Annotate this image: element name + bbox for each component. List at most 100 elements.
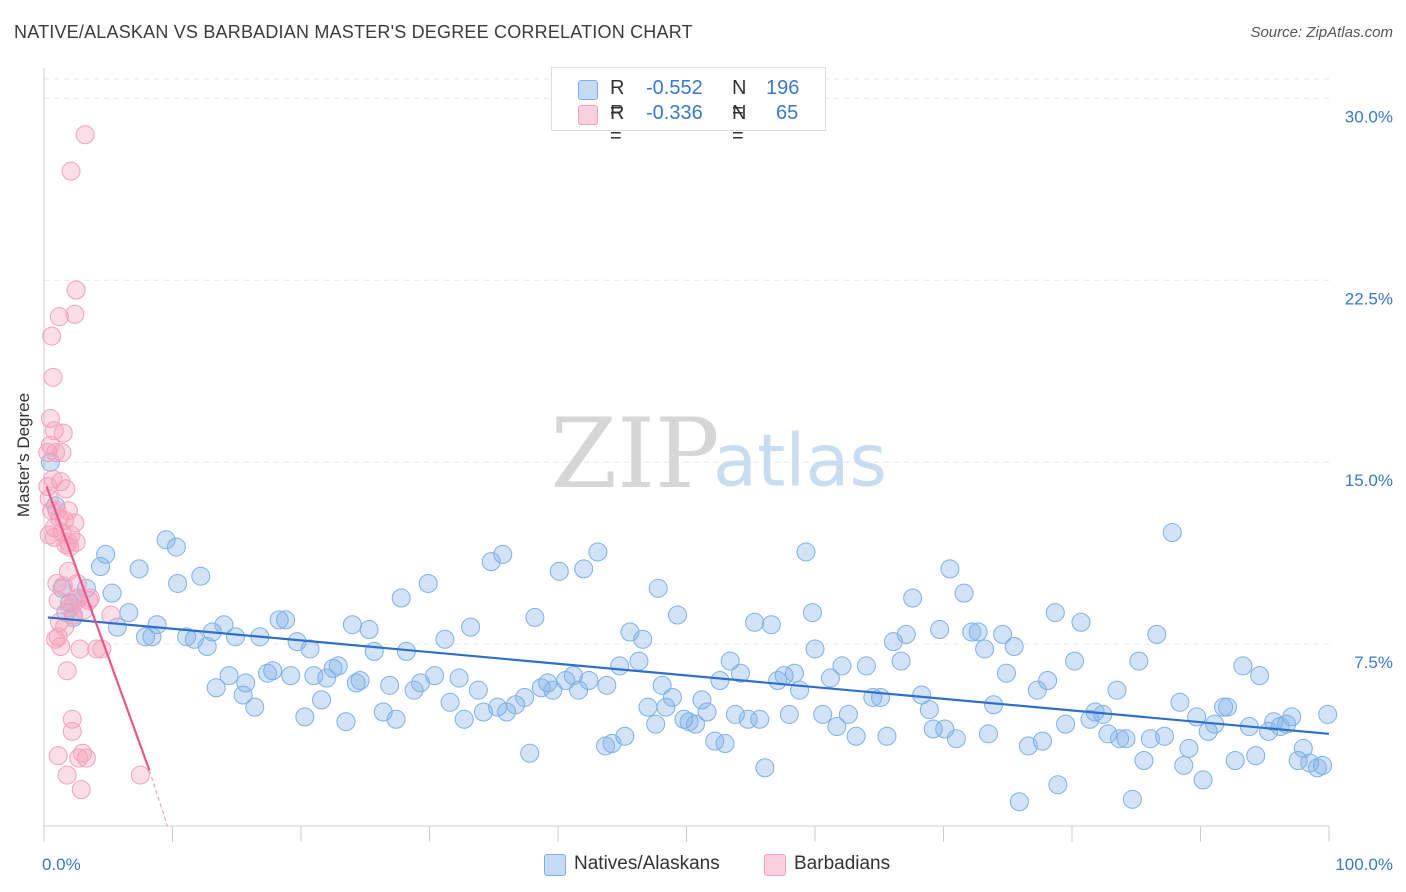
- data-point-natives: [779, 704, 799, 724]
- data-point-natives: [745, 612, 765, 632]
- data-point-natives: [954, 583, 974, 603]
- data-point-natives: [750, 709, 770, 729]
- data-point-natives: [996, 663, 1016, 683]
- data-point-natives: [1065, 651, 1085, 671]
- data-point-natives: [1009, 792, 1029, 812]
- data-point-natives: [236, 673, 256, 693]
- data-point-natives: [1027, 680, 1047, 700]
- data-point-natives: [1147, 624, 1167, 644]
- data-point-barbadians: [38, 443, 58, 462]
- data-point-natives: [1318, 704, 1338, 724]
- data-point-barbadians: [65, 304, 85, 324]
- data-point-natives: [1122, 789, 1142, 809]
- data-point-natives: [168, 573, 188, 593]
- data-point-natives: [1250, 666, 1270, 686]
- bottom-legend-label-barbadians: Barbadians: [794, 853, 891, 874]
- data-point-natives: [652, 675, 672, 695]
- data-point-natives: [1107, 680, 1127, 700]
- data-point-barbadians: [74, 600, 94, 620]
- legend-r-label: R =: [610, 102, 625, 147]
- trendline-natives: [47, 616, 1330, 735]
- data-point-natives: [978, 724, 998, 744]
- data-point-natives: [629, 651, 649, 671]
- data-point-natives: [1217, 697, 1237, 717]
- data-point-natives: [656, 697, 676, 717]
- data-point-natives: [312, 690, 332, 710]
- series-natives-points: [40, 452, 1338, 812]
- data-point-natives: [493, 544, 513, 564]
- data-point-barbadians: [57, 661, 77, 681]
- data-point-barbadians: [56, 479, 76, 499]
- data-point-natives: [946, 729, 966, 749]
- data-point-natives: [1307, 758, 1327, 778]
- data-point-natives: [520, 743, 540, 763]
- legend-swatch-barbadians: [578, 105, 598, 125]
- data-point-natives: [129, 559, 149, 579]
- data-point-natives: [425, 666, 445, 686]
- data-point-natives: [730, 663, 750, 683]
- data-point-natives: [574, 559, 594, 579]
- data-point-natives: [515, 687, 535, 707]
- data-point-natives: [674, 709, 694, 729]
- data-point-barbadians: [48, 746, 68, 766]
- data-point-natives: [468, 680, 488, 700]
- data-point-barbadians: [49, 307, 69, 327]
- data-point-barbadians: [62, 721, 82, 741]
- tick-labels: 7.5% 15.0% 22.5% 30.0% 0.0% 100.0%: [42, 107, 1393, 874]
- data-point-natives: [710, 670, 730, 690]
- data-point-natives: [784, 663, 804, 683]
- source-label: Source: ZipAtlas.com: [1250, 24, 1393, 41]
- data-point-natives: [364, 641, 384, 661]
- data-point-natives: [588, 542, 608, 562]
- data-point-natives: [295, 707, 315, 727]
- data-point-natives: [930, 620, 950, 640]
- data-point-natives: [891, 651, 911, 671]
- data-point-natives: [615, 726, 635, 746]
- legend-r-value: -0.336: [646, 102, 703, 124]
- data-point-natives: [461, 617, 481, 637]
- data-point-natives: [685, 714, 705, 734]
- data-point-natives: [386, 709, 406, 729]
- data-point-natives: [896, 624, 916, 644]
- data-point-natives: [827, 717, 847, 737]
- data-point-natives: [440, 692, 460, 712]
- data-point-barbadians: [58, 532, 78, 552]
- data-point-natives: [1246, 746, 1266, 766]
- data-point-barbadians: [43, 469, 63, 489]
- legend-n-label: N =: [732, 102, 747, 147]
- data-point-natives: [993, 624, 1013, 644]
- data-point-natives: [1155, 726, 1175, 746]
- data-point-natives: [147, 615, 167, 635]
- data-point-natives: [646, 714, 666, 734]
- data-point-natives: [281, 666, 301, 686]
- data-point-barbadians: [57, 765, 77, 785]
- data-point-natives: [755, 758, 775, 778]
- data-point-natives: [531, 678, 551, 698]
- data-point-natives: [91, 556, 111, 576]
- y-tick-label: 22.5%: [1345, 289, 1393, 308]
- data-point-natives: [269, 610, 289, 630]
- data-point-natives: [1282, 707, 1302, 727]
- data-point-natives: [903, 588, 923, 608]
- data-point-natives: [662, 687, 682, 707]
- data-point-natives: [579, 670, 599, 690]
- data-point-natives: [1098, 724, 1118, 744]
- data-point-natives: [1134, 751, 1154, 771]
- data-point-natives: [336, 712, 356, 732]
- data-point-natives: [233, 685, 253, 705]
- data-point-natives: [805, 639, 825, 659]
- data-point-natives: [761, 615, 781, 635]
- data-point-natives: [1162, 523, 1182, 543]
- data-point-barbadians: [70, 639, 90, 659]
- data-point-natives: [481, 552, 501, 572]
- data-point-natives: [610, 656, 630, 676]
- data-point-natives: [919, 700, 939, 720]
- data-point-barbadians: [66, 280, 86, 300]
- data-point-barbadians: [52, 443, 72, 462]
- data-point-natives: [1233, 656, 1253, 676]
- data-point-natives: [454, 709, 474, 729]
- data-point-natives: [245, 697, 265, 717]
- data-point-natives: [923, 719, 943, 739]
- correlation-legend: R = -0.552 N = 196 R = -0.336 N = 65: [551, 67, 826, 147]
- data-point-natives: [156, 530, 176, 550]
